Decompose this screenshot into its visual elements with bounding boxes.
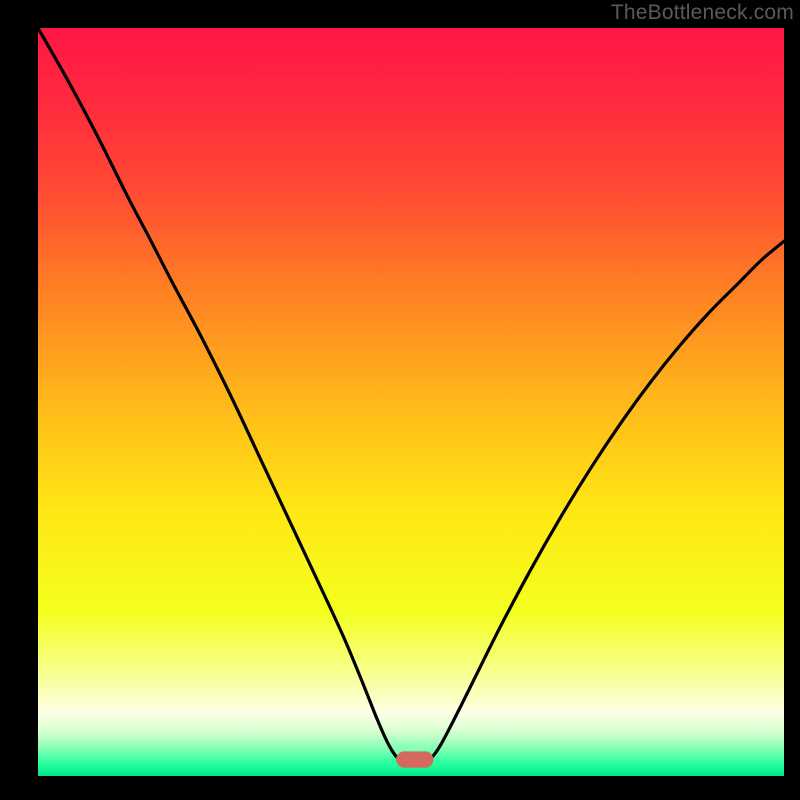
- minimum-marker: [396, 751, 433, 767]
- chart-frame: TheBottleneck.com: [0, 0, 800, 800]
- plot-background: [38, 28, 784, 776]
- bottleneck-chart: [0, 0, 800, 800]
- watermark-text: TheBottleneck.com: [611, 1, 794, 25]
